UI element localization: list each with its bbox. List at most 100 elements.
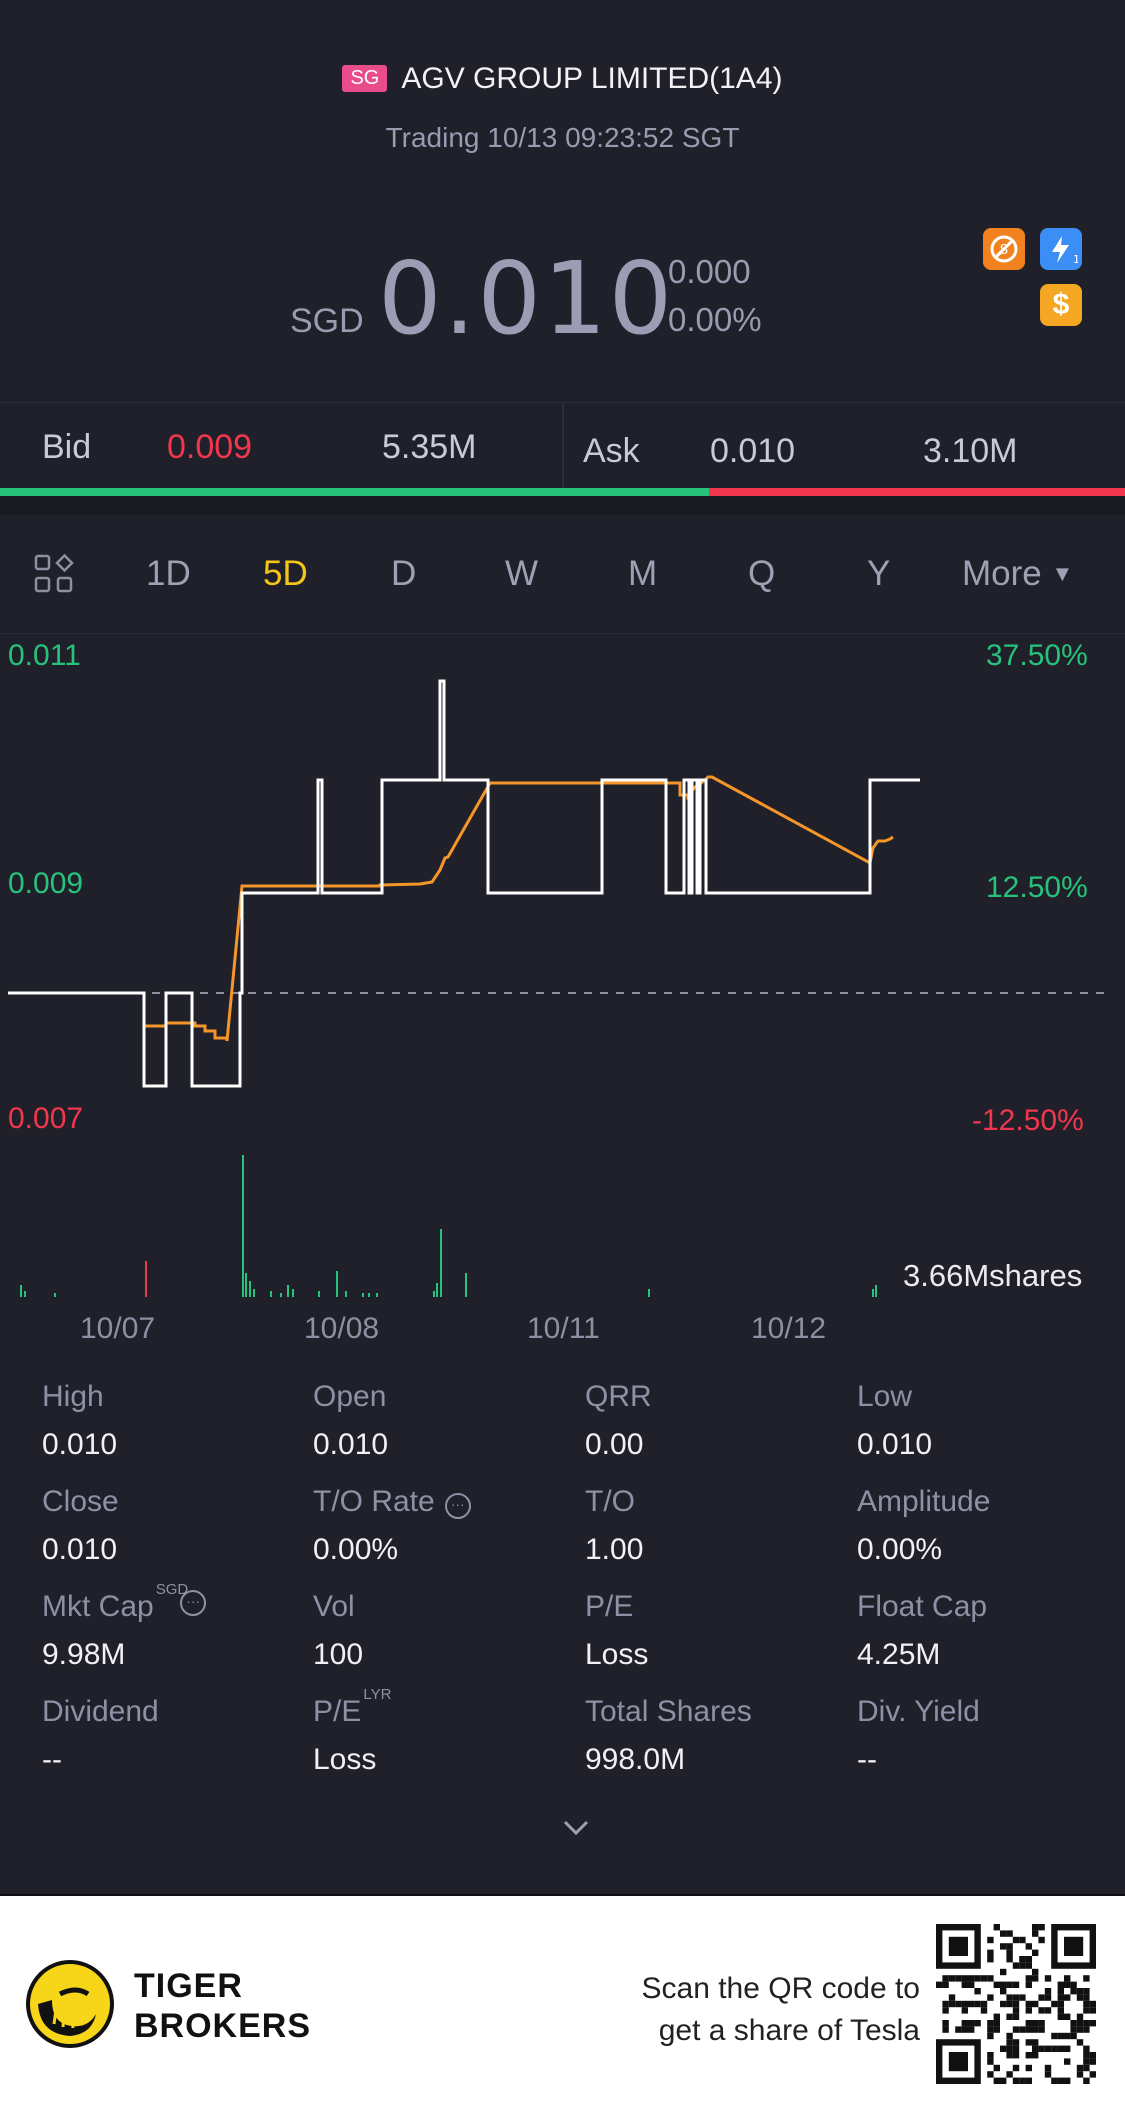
bid-label: Bid <box>42 428 92 466</box>
stat-label-text: Vol <box>313 1590 355 1623</box>
volume-bar <box>440 1229 442 1297</box>
promo-footer: TIGER BROKERS Scan the QR code to get a … <box>0 1894 1125 2113</box>
tiger-logo-icon <box>26 1960 114 2048</box>
expand-chevron-icon[interactable] <box>563 1818 589 1843</box>
stat-value: 100 <box>313 1638 364 1671</box>
bid-ratio-bar <box>0 488 709 496</box>
volume-bar <box>368 1293 370 1297</box>
bid-ask-row: Bid 0.009 5.35M Ask 0.010 3.10M <box>0 402 1125 492</box>
brand-name: TIGER BROKERS <box>134 1966 311 2046</box>
volume-bar <box>292 1289 294 1297</box>
dollar-icon[interactable]: $ <box>1040 284 1082 326</box>
volume-bar <box>318 1291 320 1297</box>
svg-text:1: 1 <box>1073 253 1078 266</box>
stat-superscript: SGD <box>155 1581 189 1598</box>
stat-label: Close <box>42 1485 119 1519</box>
stat-superscript: LYR <box>363 1686 392 1703</box>
chart-canvas <box>8 679 1112 1297</box>
scan-text: Scan the QR code to get a share of Tesla <box>642 1968 921 2052</box>
chart-layout-icon[interactable] <box>34 553 74 594</box>
stat-total-shares: Total Shares 998.0M <box>585 1695 752 1777</box>
tab-5d[interactable]: 5D <box>263 554 308 593</box>
volume-bar <box>345 1291 347 1297</box>
trading-status: Trading 10/13 09:23:52 SGT <box>385 122 740 153</box>
volume-bar <box>145 1261 147 1297</box>
volume-bar <box>245 1273 247 1297</box>
feature-badges: S 1 $ <box>983 228 1083 338</box>
stat-t-o: T/O 1.00 <box>585 1485 643 1567</box>
stat-value: 0.00% <box>313 1533 399 1566</box>
volume-bar <box>20 1285 22 1297</box>
pct-axis-low: -12.50% <box>972 1104 1084 1137</box>
avg-price-line <box>145 775 894 1042</box>
stat-p-e: P/E Loss <box>585 1590 648 1672</box>
y-axis-high: 0.011 <box>8 639 81 672</box>
stat-label-text: High <box>42 1380 104 1413</box>
volume-bar <box>242 1155 244 1297</box>
pct-axis-high: 37.50% <box>986 639 1088 672</box>
stat-value: 4.25M <box>857 1638 941 1671</box>
stat-float-cap: Float Cap 4.25M <box>857 1590 987 1672</box>
stat-label: P/ELYR <box>313 1686 391 1729</box>
stat-value: 0.010 <box>42 1428 118 1461</box>
market-badge: SG <box>342 65 388 92</box>
volume-bar <box>362 1293 364 1297</box>
stat-qrr: QRR 0.00 <box>585 1380 652 1462</box>
ask-price: 0.010 <box>710 432 796 470</box>
stat-label: Open <box>313 1380 388 1414</box>
stat-label: Vol <box>313 1590 363 1624</box>
stat-label-text: Low <box>857 1380 913 1413</box>
qr-code-icon[interactable] <box>936 1924 1096 2084</box>
ask-label: Ask <box>583 432 640 470</box>
stat-label: P/E <box>585 1590 648 1624</box>
stat-label-text: Float Cap <box>857 1590 988 1623</box>
more-info-icon[interactable]: ··· <box>180 1590 207 1616</box>
stat-label-text: P/E <box>313 1695 362 1728</box>
bid-ask-divider <box>562 403 564 491</box>
stat-low: Low 0.010 <box>857 1380 932 1462</box>
brand-line-2: BROKERS <box>134 2007 312 2045</box>
stat-value: 9.98M <box>42 1638 126 1671</box>
tab-1d[interactable]: 1D <box>146 554 191 593</box>
tab-more[interactable]: More ▼ <box>962 554 1073 594</box>
stat-div-yield: Div. Yield -- <box>857 1695 980 1777</box>
brand-line-1: TIGER <box>134 1967 243 2005</box>
volume-bar <box>24 1291 26 1297</box>
stat-mkt-cap: Mkt CapSGD··· 9.98M <box>42 1581 207 1672</box>
stat-value: 0.00 <box>585 1428 644 1461</box>
stat-label: QRR <box>585 1380 652 1414</box>
stat-value: -- <box>857 1743 877 1776</box>
tab-more-label: More <box>962 554 1042 593</box>
volume-label: 3.66Mshares <box>903 1258 1083 1293</box>
stat-vol: Vol 100 <box>313 1590 363 1672</box>
scan-line-2: get a share of Tesla <box>658 2014 920 2047</box>
tab-w[interactable]: W <box>505 554 539 593</box>
volume-bar <box>54 1293 56 1297</box>
x-label-1007: 10/07 <box>80 1312 156 1345</box>
volume-bar <box>249 1281 251 1297</box>
bid-price: 0.009 <box>167 428 253 466</box>
lightning-icon[interactable]: 1 <box>1040 228 1082 270</box>
more-info-icon[interactable]: ··· <box>444 1493 471 1519</box>
stat-label-text: T/O Rate <box>313 1485 435 1518</box>
no-short-icon[interactable]: S <box>983 228 1025 270</box>
stat-value: 0.010 <box>42 1533 118 1566</box>
volume-bar <box>436 1283 438 1297</box>
stat-value: 0.010 <box>857 1428 933 1461</box>
stat-label: Amplitude <box>857 1485 990 1519</box>
stat-label: Mkt CapSGD··· <box>42 1581 207 1624</box>
stat-label-text: P/E <box>585 1590 634 1623</box>
price-line <box>8 679 920 1088</box>
tab-m[interactable]: M <box>628 554 658 593</box>
stat-dividend: Dividend -- <box>42 1695 159 1777</box>
tab-y[interactable]: Y <box>867 554 891 593</box>
ask-size: 3.10M <box>923 432 1018 470</box>
stat-label: Total Shares <box>585 1695 752 1729</box>
tab-q[interactable]: Q <box>748 554 776 593</box>
stock-name: AGV GROUP LIMITED(1A4) <box>401 62 783 95</box>
period-tabs: 1D 5D D W M Q Y More ▼ <box>0 514 1125 634</box>
tab-d[interactable]: D <box>391 554 417 593</box>
stat-label-text: Open <box>313 1380 387 1413</box>
stat-label-text: Mkt Cap <box>42 1590 154 1623</box>
bid-size: 5.35M <box>382 428 477 466</box>
